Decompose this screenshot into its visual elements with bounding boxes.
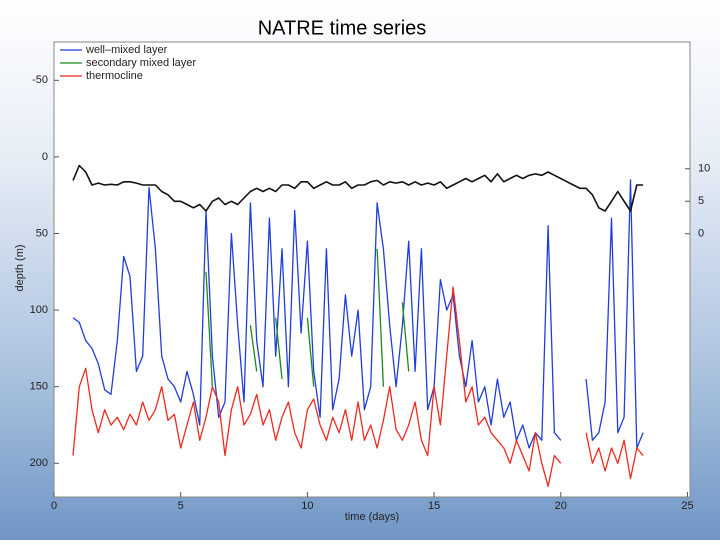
chart-title: NATRE time series: [258, 17, 427, 39]
y-tick-label: 0: [42, 151, 48, 163]
x-tick-label: 15: [428, 500, 440, 512]
legend-label: thermocline: [86, 70, 143, 82]
y-tick-label: 150: [30, 381, 48, 393]
series-line: [72, 164, 644, 212]
x-tick-label: 10: [301, 500, 313, 512]
y2-tick-label: 0: [698, 228, 704, 240]
x-tick-label: 20: [555, 500, 567, 512]
x-axis-label: time (days): [345, 511, 399, 523]
x-tick-label: 0: [51, 500, 57, 512]
series-line: [72, 286, 644, 487]
y2-tick-label: 10: [698, 163, 710, 175]
plot-area: [53, 41, 691, 498]
series-line: [205, 248, 410, 387]
series-line: [72, 179, 644, 449]
x-tick-label: 5: [178, 500, 184, 512]
y-tick-label: 50: [36, 227, 48, 239]
y-tick-label: 100: [30, 304, 48, 316]
x-tick-label: 25: [681, 500, 693, 512]
legend-label: well–mixed layer: [85, 44, 168, 56]
y-tick-label: 200: [30, 457, 48, 469]
y2-tick-label: 5: [698, 195, 704, 207]
y-tick-label: -50: [32, 74, 48, 86]
y-axis-label: depth (m): [14, 244, 26, 291]
legend-label: secondary mixed layer: [86, 57, 196, 69]
